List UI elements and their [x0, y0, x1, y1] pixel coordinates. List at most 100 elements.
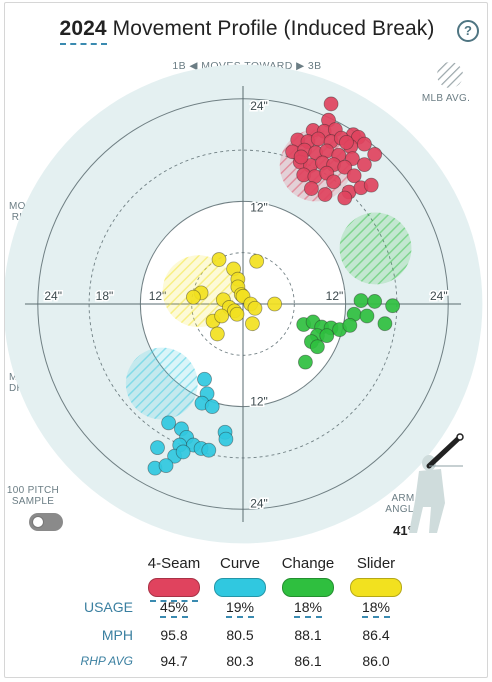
- pitch-point-slider-14: [229, 306, 245, 322]
- third-base-label: 3B: [307, 60, 322, 72]
- sample-line1: 100 PITCH: [6, 485, 60, 496]
- pitch-point-curve-7: [218, 431, 234, 447]
- tick-label-top-12: 12": [250, 201, 268, 215]
- row-label-usage: USAGE: [83, 599, 133, 615]
- pitch-point-4-seam-32: [303, 181, 319, 196]
- mlb-avg-swatch: [437, 62, 463, 88]
- pitch-point-change-1: [367, 294, 383, 309]
- pitch-point-slider-19: [209, 326, 225, 342]
- pitch-point-4-seam-36: [317, 187, 333, 202]
- toggle-knob[interactable]: [32, 516, 44, 528]
- pitch-point-change-4: [359, 308, 375, 324]
- cell-rhp_avg-slider: 86.0: [362, 653, 390, 669]
- legend-label: 4-Seam: [147, 555, 201, 572]
- legend-item-curve[interactable]: Curve: [205, 555, 275, 597]
- pitch-point-4-seam-39: [339, 135, 354, 150]
- legend-swatch[interactable]: [282, 578, 334, 597]
- pitch-point-4-seam-13: [357, 136, 372, 152]
- pitch-point-curve-11: [201, 442, 217, 458]
- pitch-legend: 4-Seam Curve Change Slider: [5, 555, 489, 602]
- pitch-point-slider-8: [186, 289, 201, 305]
- pitcher-body: [409, 469, 445, 533]
- cell-usage-slider: 18%: [341, 599, 411, 618]
- sample-toggle[interactable]: [29, 513, 63, 531]
- cell-mph-change: 88.1: [294, 627, 322, 643]
- cell-mph-slider: 86.4: [362, 627, 390, 643]
- movement-profile-card: 2024 Movement Profile (Induced Break) ? …: [4, 2, 488, 678]
- arm-angle-line: [426, 434, 463, 469]
- cell-rhp_avg-change: 86.1: [294, 653, 322, 669]
- pitch-point-slider-12: [267, 296, 283, 312]
- pitch-point-4-seam-26: [357, 157, 372, 173]
- pitch-point-4-seam-35: [363, 177, 379, 193]
- cell-usage-4-seam: 45%: [139, 599, 209, 618]
- legend-item-slider[interactable]: Slider: [341, 555, 411, 597]
- pitcher-silhouette-icon: [409, 433, 464, 533]
- mlb-avg-zone-change: [339, 212, 412, 285]
- pitch-point-4-seam-0: [323, 96, 339, 112]
- legend-swatch[interactable]: [350, 578, 402, 597]
- tick-label-left-18: 18": [96, 289, 114, 303]
- legend-swatch[interactable]: [214, 578, 266, 597]
- tick-label-bottom-24: 24": [250, 496, 268, 510]
- mlb-avg-label: MLB AVG.: [421, 93, 471, 104]
- pitch-point-curve-4: [161, 415, 177, 431]
- sample-line2: SAMPLE: [11, 496, 55, 507]
- help-icon[interactable]: ?: [457, 20, 479, 42]
- pitch-point-change-11: [342, 317, 358, 333]
- right-arrow-icon: ▶: [296, 60, 305, 72]
- pitch-point-curve-15: [150, 440, 165, 456]
- pitch-point-curve-3: [204, 399, 220, 415]
- tick-label-right-24: 24": [430, 289, 448, 303]
- legend-label: Curve: [219, 555, 260, 572]
- row-label-mph: MPH: [101, 627, 133, 643]
- pitch-point-4-seam-9: [310, 131, 326, 147]
- pitch-point-slider-1: [249, 253, 265, 269]
- cell-mph-4-seam: 95.8: [160, 627, 188, 643]
- arm-angle-value: 41°: [393, 523, 413, 538]
- arm-line1: ARM: [391, 493, 415, 504]
- pitch-point-4-seam-25: [337, 159, 353, 175]
- sample-label: 100 PITCH SAMPLE: [5, 485, 61, 507]
- pitch-point-slider-0: [211, 252, 227, 267]
- pitch-point-change-5: [377, 316, 393, 332]
- pitch-point-change-16: [298, 354, 313, 370]
- left-arrow-icon: ◀: [189, 60, 198, 72]
- movement-chart: 24"12"12"24"24" 18" 12" 12" 24": [5, 62, 483, 544]
- mlb-avg-zone-curve: [125, 347, 198, 420]
- title-text: Movement Profile (Induced Break): [112, 17, 435, 40]
- pitch-point-slider-18: [245, 316, 260, 332]
- cell-mph-curve: 80.5: [226, 627, 254, 643]
- first-base-label: 1B: [172, 60, 187, 72]
- legend-item-4-seam[interactable]: 4-Seam: [139, 555, 209, 602]
- cell-rhp_avg-curve: 80.3: [226, 653, 254, 669]
- pitch-point-4-seam-38: [293, 149, 309, 165]
- arm-angle-label: ARM ANGLE: [383, 493, 423, 515]
- tick-label-top-24: 24": [250, 99, 268, 113]
- pitch-point-slider-15: [247, 300, 263, 316]
- legend-swatch[interactable]: [148, 578, 200, 597]
- pitch-point-curve-0: [197, 371, 212, 387]
- cell-rhp_avg-4-seam: 94.7: [160, 653, 188, 669]
- cell-usage-curve: 19%: [205, 599, 275, 618]
- legend-selected-indicator: [150, 600, 198, 602]
- tick-label-bottom-12: 12": [250, 395, 268, 409]
- row-label-rhp_avg: RHP AVG: [80, 654, 133, 668]
- tick-label-right-12: 12": [326, 289, 344, 303]
- pitch-point-4-seam-37: [337, 190, 353, 206]
- pitch-point-change-0: [353, 293, 369, 308]
- pitch-point-4-seam-31: [326, 174, 342, 190]
- pitch-point-slider-17: [214, 308, 230, 324]
- legend-item-change[interactable]: Change: [273, 555, 343, 597]
- legend-label: Slider: [356, 555, 396, 572]
- pitch-point-curve-17: [158, 458, 174, 473]
- cell-usage-change: 18%: [273, 599, 343, 618]
- ball-icon: [456, 433, 464, 441]
- tick-label-left-24: 24": [44, 289, 62, 303]
- pitch-point-change-13: [319, 328, 335, 344]
- page-title: 2024 Movement Profile (Induced Break): [5, 17, 489, 41]
- pitch-point-curve-14: [175, 444, 191, 460]
- legend-label: Change: [281, 555, 335, 572]
- season-year[interactable]: 2024: [59, 17, 107, 40]
- pitch-point-4-seam-20: [367, 146, 383, 162]
